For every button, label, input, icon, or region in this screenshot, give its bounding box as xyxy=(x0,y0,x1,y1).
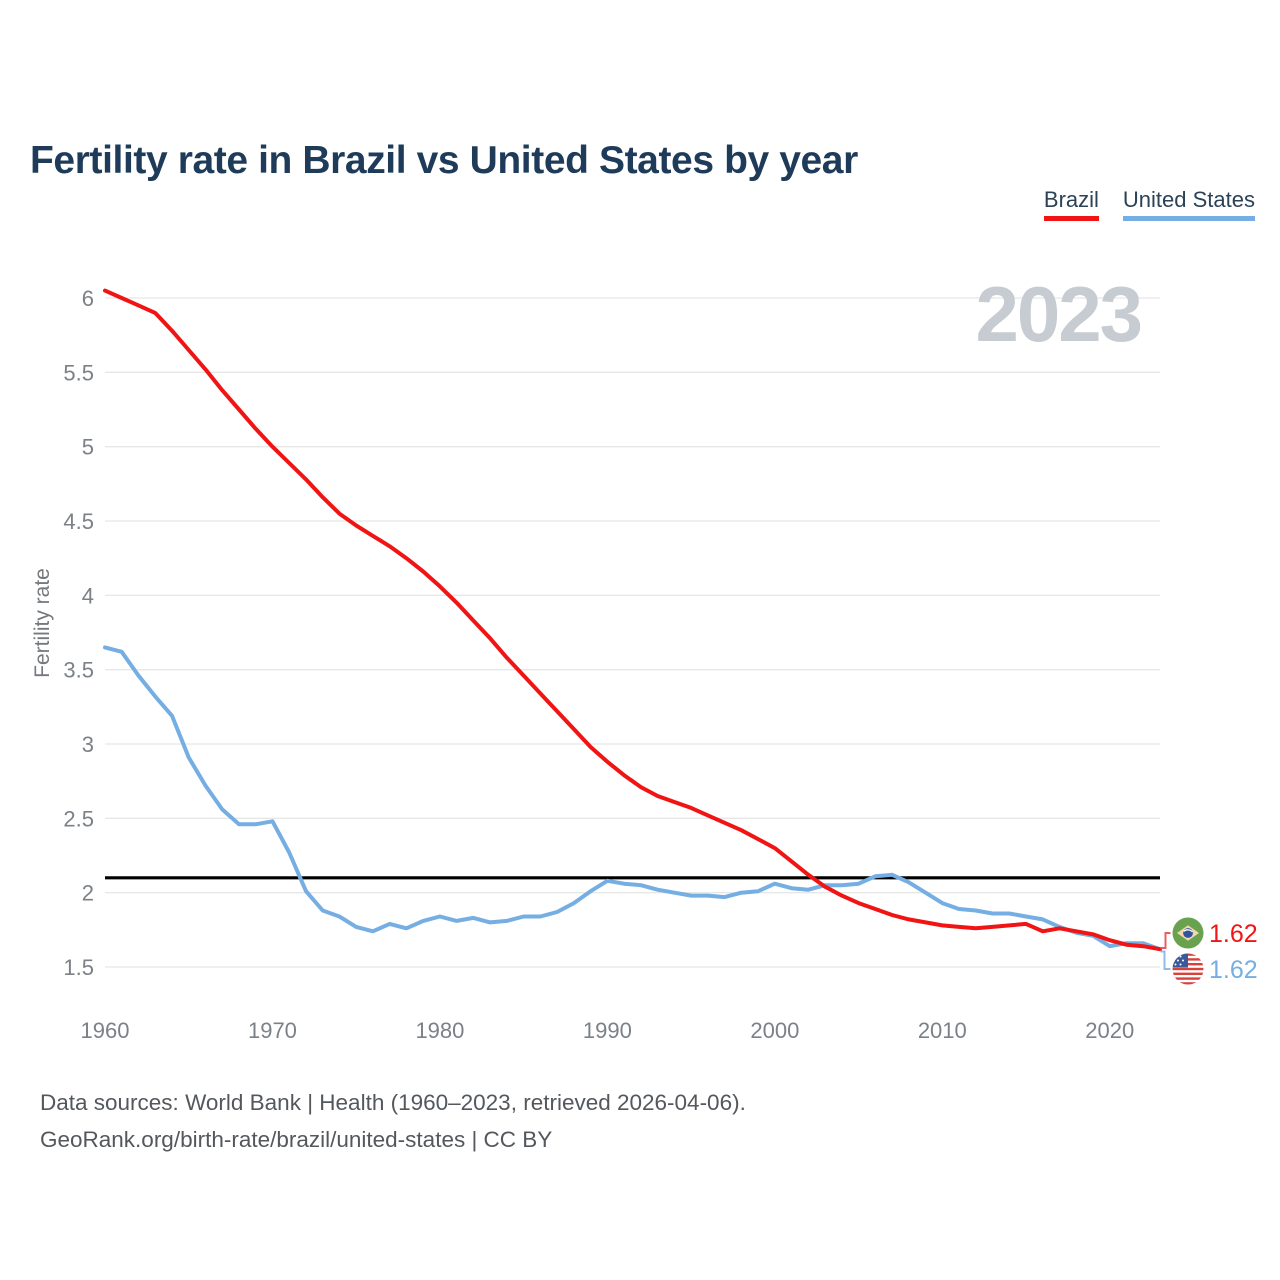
x-tick-label: 2000 xyxy=(750,1018,799,1043)
page-title: Fertility rate in Brazil vs United State… xyxy=(30,139,858,183)
brazil-flag-icon xyxy=(1172,917,1204,949)
series-line-united-states xyxy=(103,645,1162,952)
end-connector-us xyxy=(1160,950,1171,970)
end-connector-brazil xyxy=(1160,932,1171,949)
y-tick-label: 5 xyxy=(82,435,94,460)
legend-item-united-states[interactable]: United States xyxy=(1122,187,1255,221)
end-annotations: 1.62 1.62 xyxy=(1160,917,1258,985)
y-tick-label: 2.5 xyxy=(63,806,94,831)
footer-attribution-line: GeoRank.org/birth-rate/brazil/united-sta… xyxy=(40,1127,553,1152)
watermark-year: 2023 xyxy=(975,270,1141,358)
y-tick-label: 4 xyxy=(82,583,94,608)
y-tick-labels: 1.5 2 2.5 3 3.5 4 4.5 5 5.5 6 xyxy=(63,286,94,980)
series-line-brazil xyxy=(103,288,1162,952)
x-tick-label: 1990 xyxy=(583,1018,632,1043)
brazil-end-value: 1.62 xyxy=(1209,920,1258,948)
y-tick-label: 3 xyxy=(82,732,94,757)
gridlines xyxy=(105,297,1160,968)
y-tick-label: 2 xyxy=(82,881,94,906)
y-axis-title: Fertility rate xyxy=(31,568,54,678)
us-flag-icon xyxy=(1172,953,1204,985)
y-tick-label: 1.5 xyxy=(63,955,94,980)
us-end-value: 1.62 xyxy=(1209,956,1258,984)
footer-sources-line: Data sources: World Bank | Health (1960–… xyxy=(40,1090,746,1115)
x-tick-label: 1970 xyxy=(248,1018,297,1043)
x-tick-label: 1980 xyxy=(415,1018,464,1043)
x-tick-label: 1960 xyxy=(81,1018,130,1043)
legend: Brazil United States xyxy=(1043,187,1255,221)
footer: Data sources: World Bank | Health (1960–… xyxy=(40,1084,746,1158)
y-tick-label: 6 xyxy=(82,286,94,311)
series-lines xyxy=(103,288,1162,952)
x-tick-label: 2020 xyxy=(1085,1018,1134,1043)
legend-item-brazil[interactable]: Brazil xyxy=(1043,187,1099,221)
y-tick-label: 5.5 xyxy=(63,360,94,385)
x-tick-labels: 1960 1970 1980 1990 2000 2010 2020 xyxy=(81,1018,1135,1043)
y-tick-label: 4.5 xyxy=(63,509,94,534)
y-tick-label: 3.5 xyxy=(63,658,94,683)
x-tick-label: 2010 xyxy=(918,1018,967,1043)
